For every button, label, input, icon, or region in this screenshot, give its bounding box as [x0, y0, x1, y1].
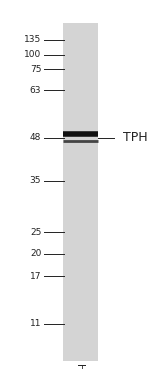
Text: 100: 100 [24, 50, 41, 59]
Text: 17: 17 [30, 272, 41, 280]
Text: 48: 48 [30, 133, 41, 142]
Text: 25: 25 [30, 228, 41, 237]
Text: 75: 75 [30, 65, 41, 74]
Bar [63, 23, 98, 361]
Text: Heart (R): Heart (R) [75, 363, 85, 369]
Text: TPH: TPH [123, 131, 148, 144]
Text: 20: 20 [30, 249, 41, 258]
Text: 63: 63 [30, 86, 41, 95]
Text: 135: 135 [24, 35, 41, 44]
Text: 35: 35 [30, 176, 41, 185]
Text: 11: 11 [30, 320, 41, 328]
